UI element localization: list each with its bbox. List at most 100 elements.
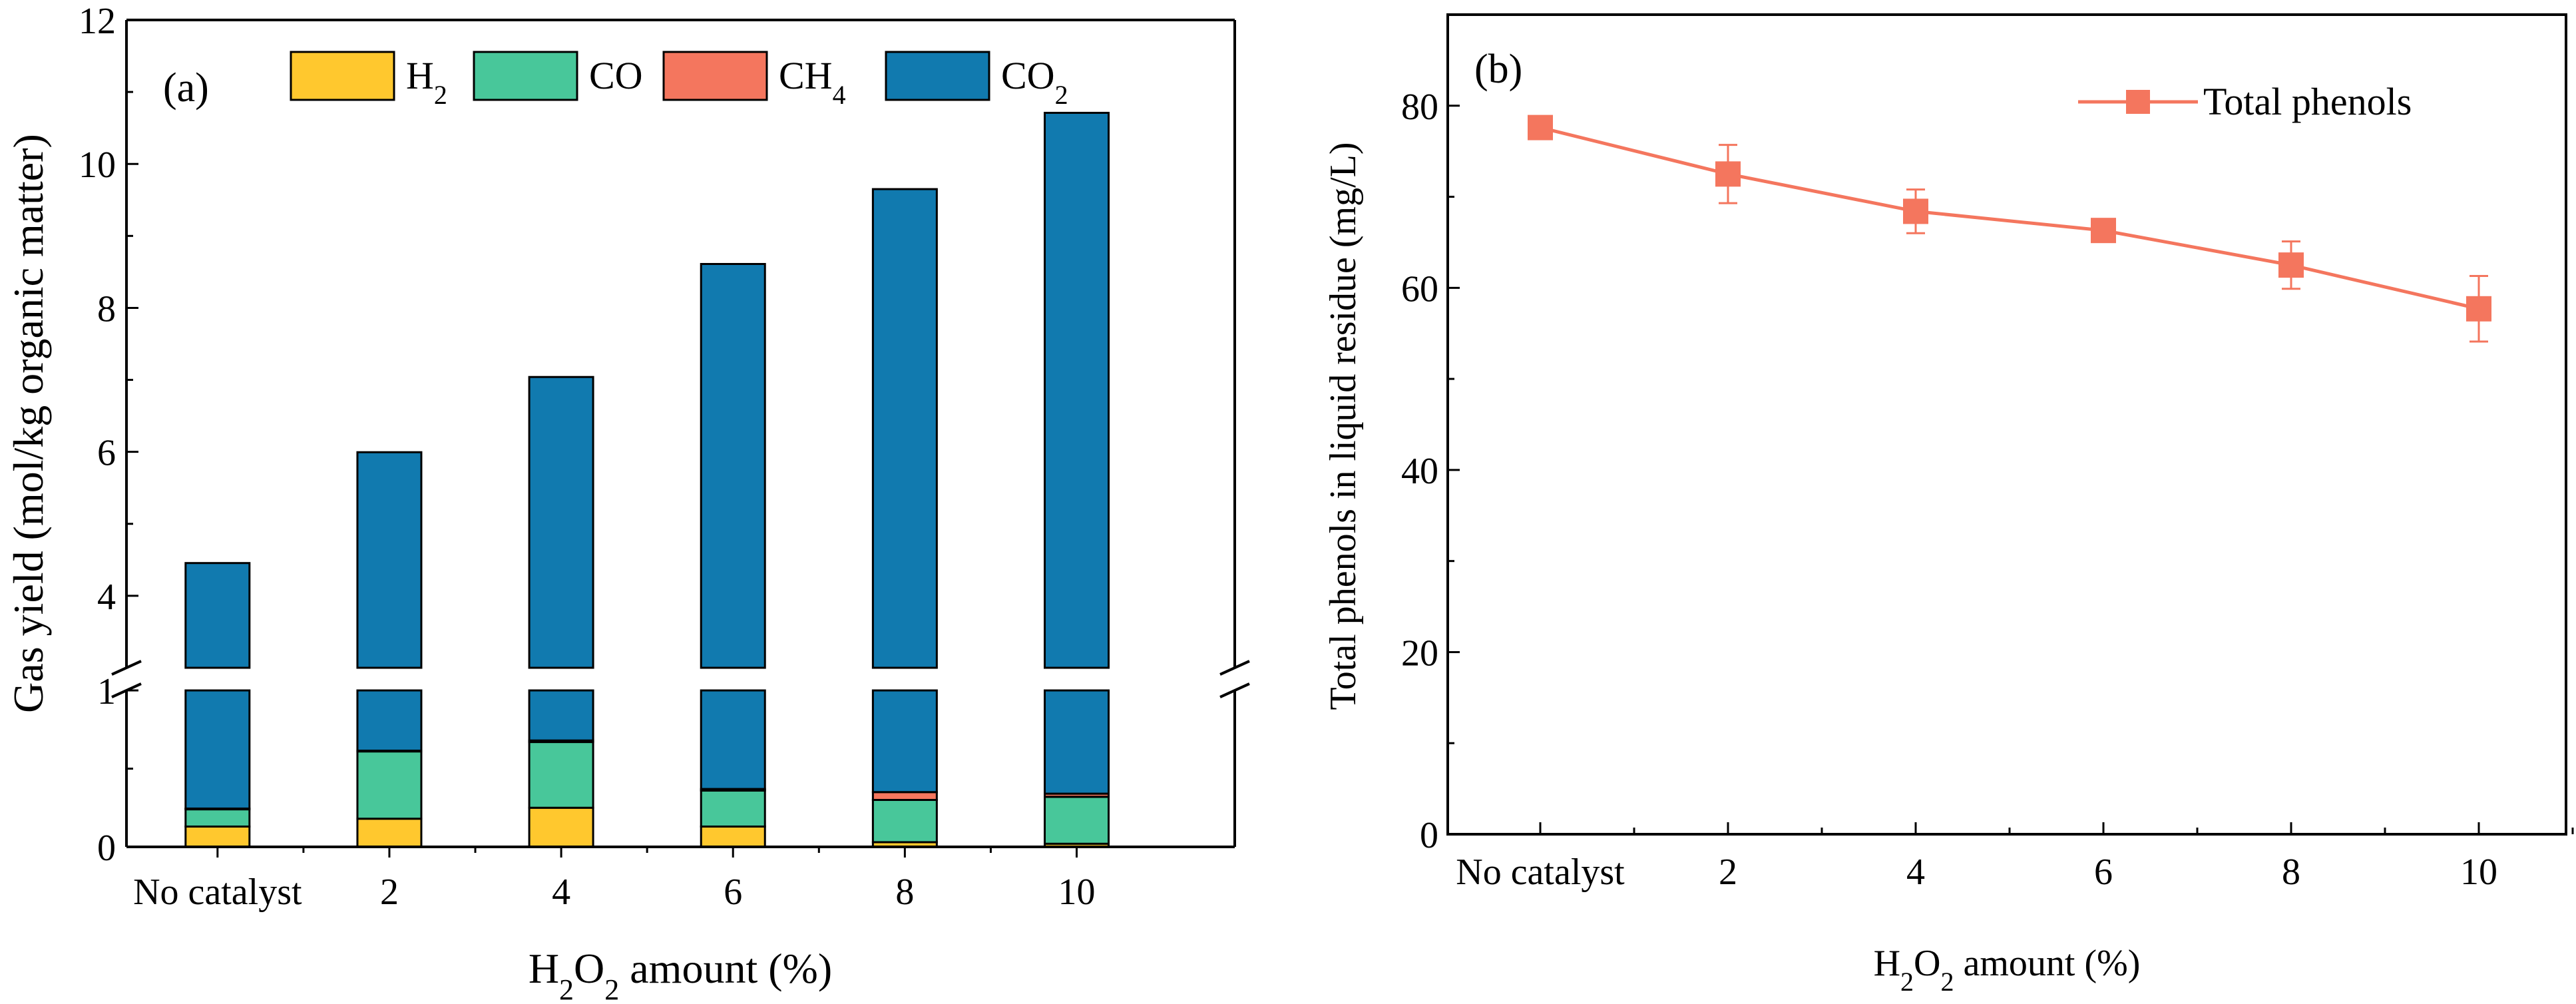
bar-ch4-8 [871,791,938,801]
bar-co2-6 [700,689,766,790]
bar-co2-10-upper [1044,111,1110,669]
legend-marker-total-phenols [2126,90,2150,114]
point-total-phenols-10 [2466,275,2491,343]
marker [2091,218,2116,244]
y-tick-label-60: 60 [1401,268,1438,310]
bar-co-2 [356,750,423,820]
bar-co2-10 [1044,689,1110,795]
legend-swatch-h2 [290,51,395,101]
bar-stack-4 [528,376,594,848]
panel-b-axes [1446,13,2567,836]
legend-label-h2: H2 [406,54,447,110]
panel-a-axes [125,19,1236,848]
x-tick-label-2: 2 [380,872,399,913]
bar-co2-8-upper [871,188,938,669]
y-tick-label-40: 40 [1401,451,1438,492]
panel-b-series [1528,115,2491,343]
x-tick-label-6: 6 [724,872,742,913]
panel-a-gas-yield-chart: 4 6 8 10 12 0 1 No catalyst 2 4 6 8 10 (a) H2 CO CH4 CO… [5,1,1250,1004]
legend-label-total-phenols: Total phenols [2203,80,2412,123]
bar-co2-no-catalyst [184,689,251,810]
legend-swatch-co [473,51,578,101]
y-tick-label-0: 0 [1420,815,1438,856]
bar-stack-8 [871,188,938,848]
bar-stack-10 [1044,111,1110,848]
point-total-phenols-4 [1903,188,1928,234]
bar-h2-6 [700,825,766,848]
x-tick-label-4: 4 [1906,852,1925,893]
bar-h2-2 [356,818,423,848]
x-tick-label-8: 8 [895,872,914,913]
marker [1715,161,1741,187]
panel-b-ticks: 0 20 40 60 80 No catalyst 2 4 6 8 10 [1401,13,2574,893]
bar-co2-4-upper [528,376,594,669]
y-tick-label-6: 6 [97,433,116,474]
bar-stack-no-catalyst [184,562,251,848]
legend-label-co: CO [589,54,643,97]
panel-a-bars [184,111,1110,848]
bar-co-8 [871,799,938,844]
panel-a-axis-break [111,660,1250,698]
y-tick-label-1: 1 [97,671,116,712]
panel-b-x-axis-label: H2O2 amount (%) [1874,943,2141,997]
x-tick-label-no-catalyst: No catalyst [133,872,302,913]
panel-b-legend: Total phenols [2078,80,2412,123]
y-tick-label-4: 4 [97,577,116,618]
legend-swatch-ch4 [662,51,768,101]
legend-item-co: CO [473,51,643,101]
y-tick-label-8: 8 [97,288,116,330]
series-line-total-phenols [1540,126,2479,311]
y-tick-label-20: 20 [1401,632,1438,674]
bar-h2-4 [528,806,594,848]
point-total-phenols-no-catalyst [1528,115,1553,140]
panel-b-total-phenols-chart: 0 20 40 60 80 No catalyst 2 4 6 8 10 (b) Total phe… [1323,13,2574,997]
bar-stack-2 [356,451,423,848]
point-total-phenols-6 [2091,218,2116,244]
x-tick-label-8: 8 [2282,852,2300,893]
panel-b-plot-frame [1446,13,2567,836]
panel-a-legend: H2 CO CH4 CO2 [290,51,1068,110]
bar-stack-6 [700,262,766,848]
bar-h2-no-catalyst [184,825,251,848]
marker [2466,296,2491,322]
legend-item-ch4: CH4 [662,51,846,110]
panel-a-x-axis-label: H2O2 amount (%) [529,945,832,1004]
panel-b-label: (b) [1474,47,1522,92]
marker [1528,115,1553,140]
legend-item-co2: CO2 [885,51,1068,110]
bar-co-10 [1044,796,1110,845]
point-total-phenols-8 [2278,240,2304,290]
bar-co-no-catalyst [184,808,251,828]
y-tick-label-0: 0 [97,828,116,869]
panel-a-label: (a) [163,65,209,111]
legend-label-ch4: CH4 [779,54,846,110]
point-total-phenols-2 [1715,144,1741,204]
x-tick-label-10: 10 [1058,872,1096,913]
bar-co2-8 [871,689,938,794]
legend-item-h2: H2 [290,51,447,110]
bar-co-4 [528,741,594,809]
y-tick-label-10: 10 [79,144,116,186]
panel-b-y-axis-label: Total phenols in liquid residue (mg/L) [1323,142,1364,710]
marker [2278,252,2304,278]
bar-co-6 [700,789,766,828]
y-tick-label-12: 12 [79,1,116,42]
bar-co2-2-upper [356,451,423,669]
y-tick-label-80: 80 [1401,87,1438,128]
panel-a-y-axis-label: Gas yield (mol/kg organic matter) [5,134,52,713]
legend-label-co2: CO2 [1001,54,1068,110]
x-tick-label-no-catalyst: No catalyst [1456,852,1625,893]
panel-a-ticks: 4 6 8 10 12 0 1 No catalyst 2 4 6 8 10 [79,1,1096,913]
bar-co2-4 [528,689,594,742]
x-tick-label-10: 10 [2460,852,2497,893]
bar-co2-no-catalyst-upper [184,562,251,669]
legend-swatch-co2 [885,51,990,101]
x-tick-label-4: 4 [552,872,570,913]
bar-co2-6-upper [700,262,766,669]
bar-co2-2 [356,689,423,752]
axis-break-band [113,669,1248,689]
x-tick-label-2: 2 [1719,852,1737,893]
x-tick-label-6: 6 [2094,852,2113,893]
marker [1903,198,1928,224]
